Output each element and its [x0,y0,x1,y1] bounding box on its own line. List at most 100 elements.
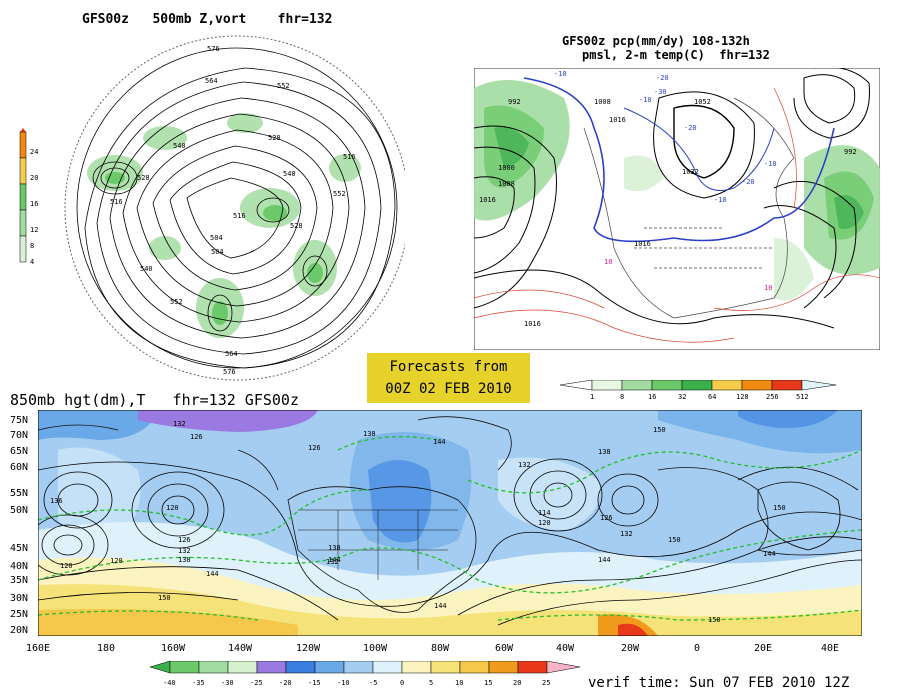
lat-label: 75N [10,415,29,426]
height-label: 126 [600,514,613,522]
height-label: 132 [178,547,191,555]
lat-label: 25N [10,609,29,620]
lat-label: 65N [10,446,29,457]
height-label: 144 [763,550,776,558]
pressure-label: 1016 [479,196,496,204]
colorbar-label: 8 [620,393,624,401]
panel-850mb-title: 850mb hgt(dm),T fhr=132 GFS00z [10,391,299,409]
colorbar-precip: 1 8 16 32 64 128 256 512 [560,380,837,401]
colorbar-label: 0 [400,679,404,687]
temp-label: -20 [742,178,755,186]
height-label: 138 [328,544,341,552]
colorbar-label: -30 [221,679,234,687]
height-label: 126 [178,536,191,544]
pressure-label: 1016 [634,240,651,248]
contour-label: 552 [277,82,290,90]
colorbar-label: 5 [429,679,433,687]
pressure-label: 1016 [609,116,626,124]
lon-label: 20E [753,643,773,654]
lon-label: 60W [494,643,514,654]
colorbar-label: 1 [590,393,594,401]
lon-label: 120W [295,643,321,654]
colorbar-label: 20 [30,174,38,182]
colorbar-label: 25 [542,679,550,687]
colorbar-temperature: -40 -35 -30 -25 -20 -15 -10 -5 0 5 10 15… [150,661,581,687]
height-label: 120 [60,562,73,570]
map-precip-pmsl: 992 1008 1016 1000 1008 1016 1032 1052 1… [474,68,880,350]
map-500mb-vorticity: 576 564 552 540 528 516 504 576 564 552 … [64,35,405,381]
contour-label: 504 [211,248,224,256]
temp-label: -20 [656,74,669,82]
panel-precip-title-line1: GFS00z pcp(mm/dy) 108-132h [562,34,750,48]
lon-label: 80W [430,643,450,654]
lon-label: 0 [693,643,701,654]
colorbar-label: 20 [513,679,521,687]
lon-label: 100W [362,643,388,654]
map-850mb-height-temp: 132 126 138 126 120 136 120 120 126 132 … [38,410,862,636]
lon-label: 160W [160,643,186,654]
colorbar-label: -5 [369,679,377,687]
forecast-init-time: 00Z 02 FEB 2010 [385,381,512,397]
height-label: 132 [620,530,633,538]
height-label: 132 [326,558,339,566]
panel-500mb-title: GFS00z 500mb Z,vort fhr=132 [82,12,333,27]
lat-label: 70N [10,430,29,441]
contour-label: 528 [268,134,281,142]
height-label: 138 [598,448,611,456]
lon-label: 40W [555,643,575,654]
contour-label: 540 [173,142,186,150]
pressure-label: 992 [844,148,857,156]
temp-label: 10 [604,258,612,266]
height-label: 132 [518,461,531,469]
colorbar-label: 24 [30,148,38,156]
pressure-label: 1032 [682,168,699,176]
height-label: 150 [653,426,666,434]
contour-label: 564 [205,77,218,85]
colorbar-label: 16 [648,393,656,401]
colorbar-label: -35 [192,679,205,687]
contour-label: 516 [343,153,356,161]
forecast-init-box: Forecasts from 00Z 02 FEB 2010 [367,353,530,403]
colorbar-label: 16 [30,200,38,208]
contour-label: 576 [207,45,220,53]
lon-label: 40E [820,643,840,654]
height-label: 150 [668,536,681,544]
contour-label: 528 [290,222,303,230]
height-label: 144 [598,556,611,564]
lat-label: 20N [10,625,29,636]
colorbar-label: 8 [30,242,34,250]
contour-label: 552 [333,190,346,198]
colorbar-label: 32 [678,393,686,401]
colorbar-label: -20 [279,679,292,687]
lat-label: 50N [10,505,29,516]
colorbar-label: 15 [484,679,492,687]
colorbar-label: 12 [30,226,38,234]
lat-label: 35N [10,575,29,586]
height-label: 114 [538,509,551,517]
temp-label: -10 [764,160,777,168]
contour-label: 564 [225,350,238,358]
height-label: 120 [110,557,123,565]
pressure-label: 1052 [694,98,711,106]
height-label: 138 [363,430,376,438]
colorbar-label: -15 [308,679,321,687]
lon-label: 20W [620,643,640,654]
temp-label: -10 [554,70,567,78]
contour-label: 504 [210,234,223,242]
colorbar-label: 4 [30,258,34,266]
height-label: 126 [190,433,203,441]
colorbar-label: 512 [796,393,809,401]
temp-label: 10 [764,284,772,292]
height-label: 138 [178,556,191,564]
contour-label: 528 [137,174,150,182]
temp-label: -10 [639,96,652,104]
contour-label: 516 [233,212,246,220]
colorbar-label: 64 [708,393,716,401]
pressure-label: 1008 [594,98,611,106]
lon-label: 160E [25,643,51,654]
verification-time: verif time: Sun 07 FEB 2010 12Z [588,675,850,691]
contour-label: 540 [283,170,296,178]
contour-label: 576 [223,368,236,376]
lon-label: 140W [227,643,253,654]
height-label: 144 [328,556,341,564]
